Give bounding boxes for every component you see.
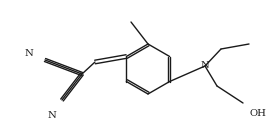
Text: N: N: [25, 48, 34, 58]
Text: N: N: [48, 111, 56, 120]
Text: N: N: [201, 62, 209, 71]
Text: OH: OH: [250, 108, 266, 117]
